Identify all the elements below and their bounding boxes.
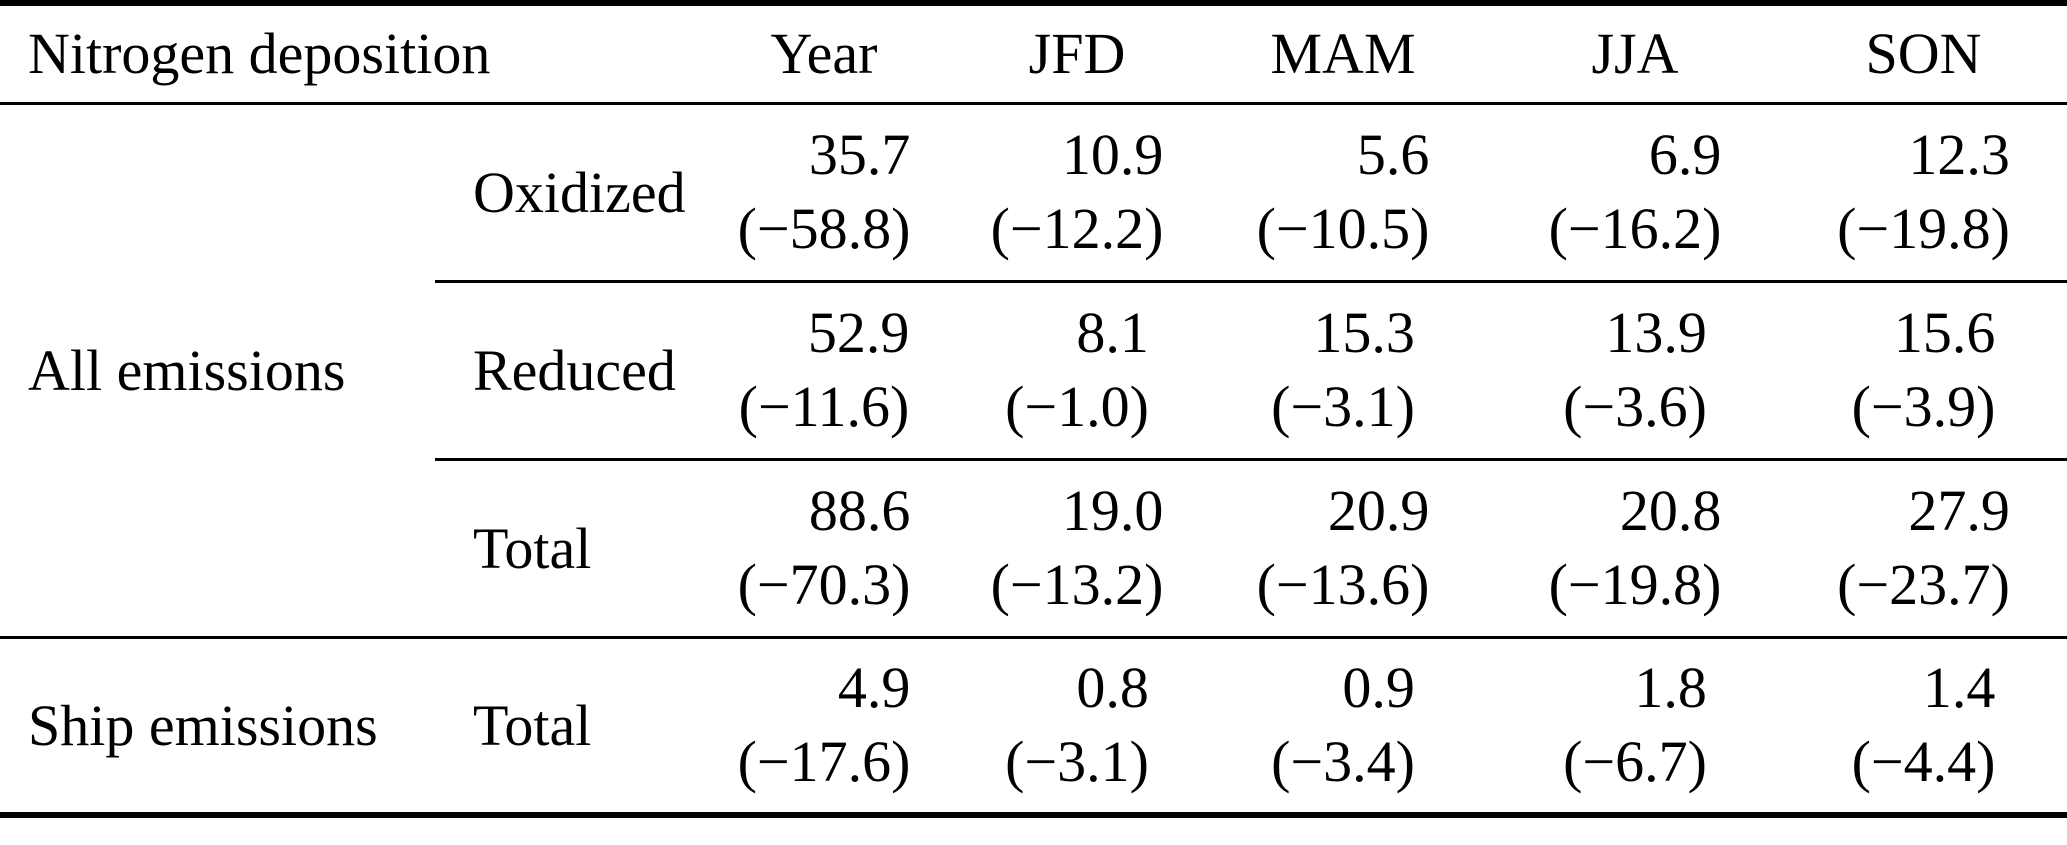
header-row: Nitrogen deposition Year JFD MAM JJA SON: [0, 3, 2067, 105]
cell-value: 8.1: [1076, 300, 1149, 365]
header-mam: MAM: [1196, 3, 1490, 105]
cell-ship-total-jja: 1.8 (−6.7): [1490, 635, 1780, 815]
cell-ship-total-mam: 0.9 (−3.4): [1196, 635, 1490, 815]
cell-value: 12.3: [1908, 122, 2010, 187]
cell-paren: (−1.0): [1005, 374, 1149, 439]
cell-paren: (−3.1): [1271, 374, 1415, 439]
header-year: Year: [690, 3, 958, 105]
cell-all-total-jja: 20.8 (−19.8): [1490, 457, 1780, 637]
cell-oxidized-jja: 6.9 (−16.2): [1490, 103, 1780, 281]
row-all-emissions-reduced: Reduced 52.9 (−11.6) 8.1 (−1.0) 15.3 (−3.1)…: [0, 279, 2067, 459]
cell-paren: (−3.4): [1271, 729, 1415, 795]
cell-all-total-year: 88.6 (−70.3): [690, 457, 958, 637]
cell-paren: (−17.6): [737, 729, 911, 795]
cell-paren: (−10.5): [1256, 196, 1430, 261]
group-label-all-emissions: All emissions: [28, 337, 346, 403]
header-jfd: JFD: [958, 3, 1196, 105]
cell-all-total-mam: 20.9 (−13.6): [1196, 457, 1490, 637]
cell-value: 15.3: [1313, 300, 1415, 365]
cell-paren: (−23.7): [1837, 552, 2010, 617]
header-nitrogen-deposition: Nitrogen deposition: [0, 3, 690, 105]
cell-paren: (−19.8): [1548, 552, 1722, 617]
cell-value: 27.9: [1908, 478, 2010, 543]
cell-value: 0.9: [1342, 655, 1415, 721]
cell-value: 1.4: [1922, 655, 1996, 721]
row-ship-emissions-total: Ship emissions Total 4.9 (−17.6) 0.8 (−3.1…: [0, 635, 2067, 815]
subrow-label-total: Total: [435, 457, 690, 637]
cell-all-total-jfd: 19.0 (−13.2): [958, 457, 1196, 637]
subrow-label-reduced: Reduced: [435, 279, 690, 459]
cell-value: 6.9: [1648, 122, 1722, 187]
cell-reduced-son: 15.6 (−3.9): [1780, 279, 2067, 459]
cell-value: 4.9: [837, 655, 911, 721]
cell-value: 5.6: [1356, 122, 1430, 187]
subrow-label-oxidized: Oxidized: [473, 159, 686, 225]
cell-ship-total-jfd: 0.8 (−3.1): [958, 635, 1196, 815]
cell-oxidized-jfd: 10.9 (−12.2): [958, 103, 1196, 281]
cell-oxidized-year: 35.7 (−58.8): [690, 103, 958, 281]
group-label-ship-emissions: Ship emissions: [0, 635, 435, 815]
cell-ship-total-year: 4.9 (−17.6): [690, 635, 958, 815]
cell-reduced-year: 52.9 (−11.6): [690, 279, 958, 459]
cell-value: 1.8: [1634, 655, 1707, 721]
cell-value: 35.7: [808, 122, 911, 187]
header-jja: JJA: [1490, 3, 1780, 105]
cell-value: 0.8: [1076, 655, 1149, 721]
cell-paren: (−13.6): [1256, 552, 1430, 617]
cell-paren: (−3.6): [1563, 374, 1707, 439]
cell-value: 15.6: [1893, 300, 1996, 365]
cell-paren: (−3.1): [1005, 729, 1149, 795]
cell-reduced-jfd: 8.1 (−1.0): [958, 279, 1196, 459]
cell-value: 52.9: [807, 300, 910, 365]
nitrogen-deposition-table: Nitrogen deposition Year JFD MAM JJA SON…: [0, 0, 2067, 818]
cell-reduced-mam: 15.3 (−3.1): [1196, 279, 1490, 459]
cell-paren: (−58.8): [737, 196, 911, 261]
cell-oxidized-mam: 5.6 (−10.5): [1196, 103, 1490, 281]
cell-paren: (−4.4): [1851, 729, 1996, 795]
cell-all-total-son: 27.9 (−23.7): [1780, 457, 2067, 637]
cell-paren: (−13.2): [990, 552, 1164, 617]
cell-paren: (−16.2): [1548, 196, 1722, 261]
cell-value: 13.9: [1605, 300, 1707, 365]
row-all-emissions-oxidized: All emissions Oxidized 35.7 (−58.8) 10.9 (…: [0, 103, 2067, 403]
cell-value: 10.9: [1061, 122, 1164, 187]
subrow-label-ship-total: Total: [435, 635, 690, 815]
cell-value: 19.0: [1061, 478, 1164, 543]
header-son: SON: [1780, 3, 2067, 105]
cell-reduced-jja: 13.9 (−3.6): [1490, 279, 1780, 459]
cell-value: 20.8: [1619, 478, 1722, 543]
cell-paren: (−11.6): [738, 374, 910, 439]
cell-oxidized-son: 12.3 (−19.8): [1780, 103, 2067, 281]
cell-paren: (−70.3): [737, 552, 911, 617]
cell-value: 88.6: [808, 478, 911, 543]
cell-ship-total-son: 1.4 (−4.4): [1780, 635, 2067, 815]
cell-paren: (−12.2): [990, 196, 1164, 261]
row-all-emissions-total: Total 88.6 (−70.3) 19.0 (−13.2) 20.9 (−13.6…: [0, 457, 2067, 637]
cell-paren: (−6.7): [1563, 729, 1707, 795]
cell-paren: (−19.8): [1837, 196, 2010, 261]
cell-value: 20.9: [1327, 478, 1430, 543]
cell-paren: (−3.9): [1851, 374, 1996, 439]
